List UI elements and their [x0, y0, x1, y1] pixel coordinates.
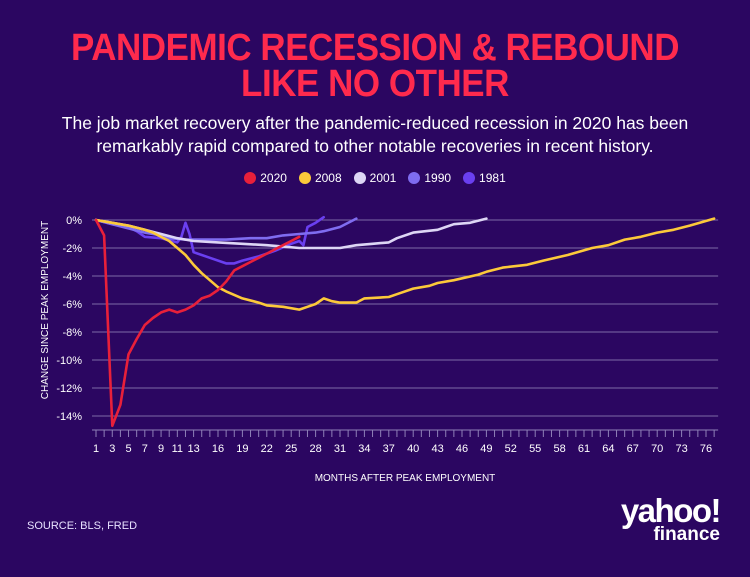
y-tick-label: -14% [56, 411, 82, 423]
x-tick-label: 64 [602, 443, 614, 455]
y-tick-label: -4% [62, 271, 82, 283]
y-tick-label: -6% [62, 299, 82, 311]
legend-swatch [298, 172, 311, 184]
series-line-1990 [94, 217, 358, 241]
x-tick-label: 13 [187, 443, 199, 455]
y-axis-label: CHANGE SINCE PEAK EMPLOYMENT [40, 221, 51, 399]
x-tick-label: 55 [529, 443, 541, 455]
x-tick-label: 52 [505, 443, 517, 455]
x-tick-label: 58 [553, 443, 565, 455]
chart-title-line-1: PANDEMIC RECESSION & REBOUND [70, 27, 680, 69]
legend-swatch [408, 172, 421, 184]
x-tick-label: 31 [334, 443, 346, 455]
legend-item-2020: 2020 [244, 171, 287, 185]
legend: 2020 2008 2001 1990 1981 [0, 171, 750, 185]
series-line-2020 [94, 218, 301, 428]
y-tick-label: -2% [62, 243, 82, 255]
y-tick-label: 0% [66, 215, 82, 227]
series-line-1981 [94, 215, 325, 265]
legend-label: 2001 [369, 171, 397, 185]
legend-swatch [463, 172, 476, 184]
legend-label: 1981 [479, 171, 506, 185]
x-tick-label: 3 [109, 443, 115, 455]
x-tick-label: 19 [236, 443, 248, 455]
x-tick-label: 67 [627, 443, 639, 455]
x-tick-label: 37 [383, 443, 395, 455]
x-tick-label: 43 [431, 443, 443, 455]
logo-main-text: yahoo! [620, 492, 722, 529]
x-tick-label: 46 [456, 443, 468, 455]
x-tick-label: 70 [651, 443, 663, 455]
x-tick-label: 25 [285, 443, 297, 455]
series-line-2008 [94, 217, 716, 311]
y-tick-label: -12% [56, 383, 82, 395]
logo-sub-text: finance [653, 524, 720, 545]
x-tick-label: 16 [212, 443, 224, 455]
yahoo-finance-logo: yahoo! finance [600, 492, 722, 546]
x-tick-label: 5 [125, 443, 131, 455]
x-tick-label: 11 [172, 443, 183, 455]
x-tick-label: 40 [407, 443, 419, 455]
x-tick-label: 76 [700, 443, 712, 455]
x-tick-label: 22 [261, 443, 273, 455]
chart-title-line-2: LIKE NO OTHER [241, 63, 509, 105]
y-tick-label: -8% [62, 327, 82, 339]
legend-item-2008: 2008 [298, 171, 342, 185]
x-tick-label: 49 [480, 443, 492, 455]
x-tick-label: 61 [578, 443, 590, 455]
x-tick-label: 34 [358, 443, 370, 455]
legend-item-1990: 1990 [408, 171, 451, 185]
x-tick-label: 28 [309, 443, 321, 455]
legend-swatch [353, 172, 366, 184]
legend-swatch [244, 172, 257, 184]
x-axis-label: MONTHS AFTER PEAK EMPLOYMENT [315, 473, 496, 484]
source-note: SOURCE: BLS, FRED [27, 520, 138, 532]
legend-label: 2008 [314, 171, 342, 185]
series-line-2001 [94, 217, 488, 250]
y-tick-label: -10% [56, 355, 82, 367]
x-tick-label: 1 [93, 443, 99, 455]
x-tick-label: 7 [142, 443, 148, 455]
x-tick-label: 9 [158, 443, 164, 455]
legend-item-2001: 2001 [353, 171, 397, 185]
legend-item-1981: 1981 [463, 171, 506, 185]
chart-subtitle: The job market recovery after the pandem… [61, 113, 689, 156]
x-tick-label: 73 [675, 443, 687, 455]
legend-label: 1990 [424, 171, 452, 185]
legend-label: 2020 [260, 171, 287, 185]
